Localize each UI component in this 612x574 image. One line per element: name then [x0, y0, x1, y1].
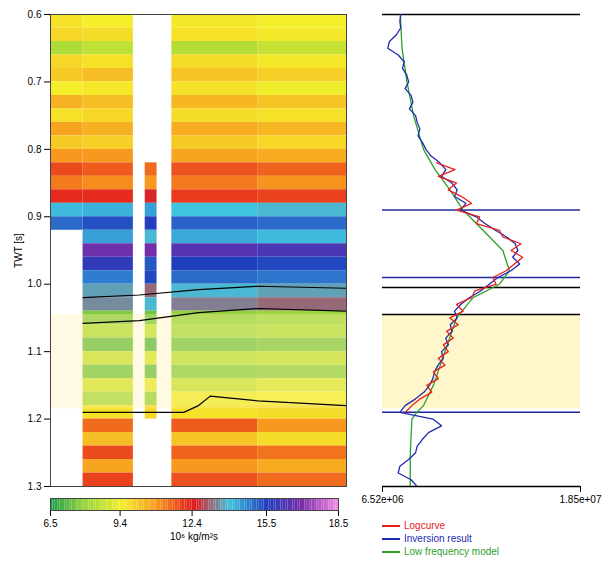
svg-text:0.6: 0.6	[28, 9, 42, 20]
svg-text:1.0: 1.0	[28, 278, 42, 289]
svg-text:1.85e+07: 1.85e+07	[560, 494, 602, 505]
svg-text:18.5: 18.5	[329, 518, 349, 529]
svg-text:9.4: 9.4	[113, 518, 127, 529]
html-text:10⁶ kg/m²s: 10⁶ kg/m²s	[170, 531, 218, 542]
svg-text:1.3: 1.3	[28, 481, 42, 492]
svg-text:TWT [s]: TWT [s]	[13, 233, 24, 268]
svg-text:12.4: 12.4	[182, 518, 202, 529]
svg-text:0.7: 0.7	[28, 76, 42, 87]
html-text:Logcurve: Logcurve	[404, 520, 446, 531]
svg-text:0.8: 0.8	[28, 144, 42, 155]
svg-text:0.9: 0.9	[28, 211, 42, 222]
svg-text:6.52e+06: 6.52e+06	[362, 494, 404, 505]
svg-text:1.2: 1.2	[28, 413, 42, 424]
svg-text:6.5: 6.5	[44, 518, 58, 529]
svg-text:1.1: 1.1	[28, 346, 42, 357]
html-text:Low frequency model: Low frequency model	[404, 546, 500, 557]
html-text:Inversion result: Inversion result	[404, 533, 472, 544]
svg-text:15.5: 15.5	[257, 518, 277, 529]
